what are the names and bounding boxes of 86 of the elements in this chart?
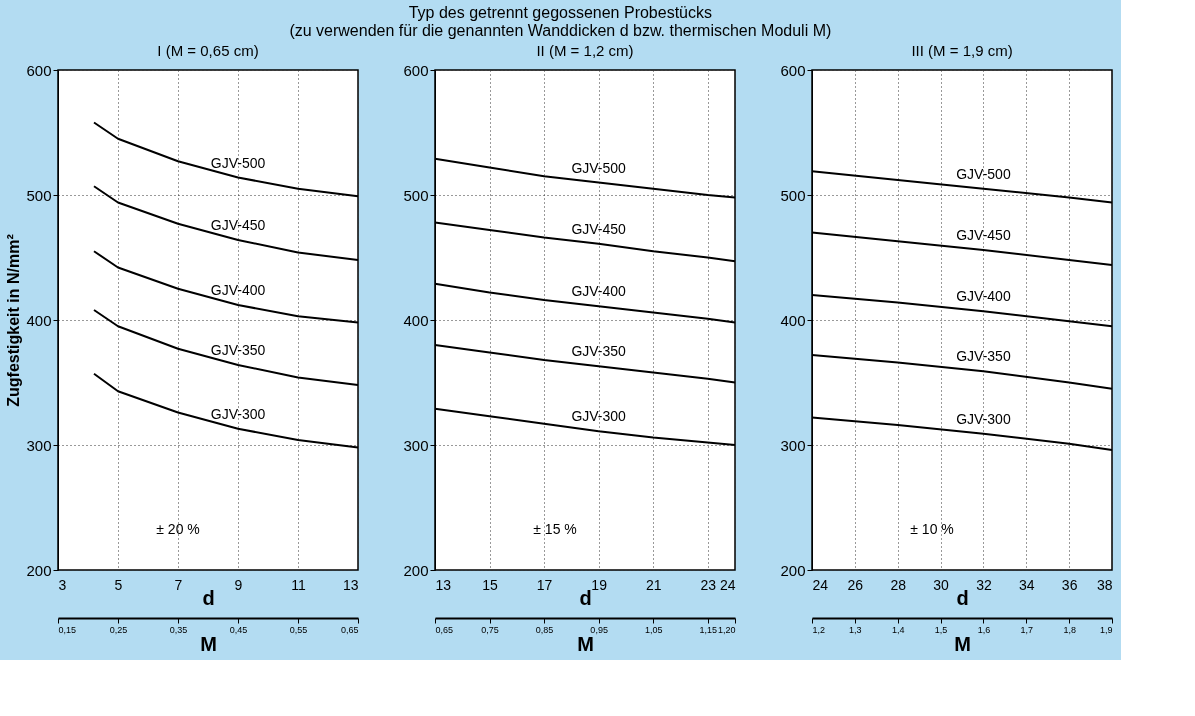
x2-axis-title: M [954, 632, 971, 655]
x2-tick-label: 0,15 [58, 624, 77, 635]
series-label: GJV-400 [210, 282, 266, 298]
x-tick-label: 30 [933, 576, 950, 593]
x2-tick-label: 0,25 [109, 624, 128, 635]
annotation: ± 10 % [910, 521, 954, 537]
x-tick-label: 38 [1096, 576, 1113, 593]
series-label: GJV-500 [210, 154, 266, 171]
chart-subtitle: III (M = 1,9 cm) [911, 42, 1013, 59]
y-tick-label: 200 [403, 561, 429, 579]
y-tick-label: 400 [403, 311, 429, 329]
series-label: GJV-500 [571, 159, 627, 176]
x-tick-label: 21 [645, 576, 662, 593]
series-label: GJV-300 [210, 405, 266, 422]
y-tick-label: 200 [26, 561, 52, 579]
annotation: ± 15 % [533, 521, 577, 537]
x2-tick-label: 1,3 [849, 624, 862, 635]
y-tick-label: 400 [780, 311, 806, 329]
x2-axis-title: M [577, 632, 594, 655]
series-label: GJV-400 [956, 288, 1011, 305]
x2-tick-label: 1,5 [934, 624, 948, 635]
y-tick-label: 300 [26, 436, 52, 454]
x2-tick-label: 0,55 [289, 624, 308, 635]
y-tick-label: 200 [780, 561, 806, 579]
x-tick-label: 7 [174, 576, 183, 593]
series-label: GJV-500 [956, 165, 1011, 182]
x2-tick-label: 0,85 [535, 624, 554, 635]
series-label: GJV-350 [956, 348, 1011, 365]
y-tick-label: 600 [403, 61, 429, 79]
x2-tick-label: 1,05 [644, 624, 663, 635]
x-axis-title: d [956, 586, 969, 609]
x2-tick-label: 0,65 [340, 624, 359, 635]
x2-tick-label: 1,2 [812, 624, 826, 635]
x2-tick-label: 0,45 [229, 624, 248, 635]
x-tick-label: 17 [536, 576, 553, 593]
y-tick-label: 500 [403, 186, 429, 204]
series-label: GJV-350 [571, 343, 627, 360]
y-tick-label: 300 [780, 436, 806, 454]
series-label: GJV-300 [571, 408, 627, 425]
x2-tick-label: 1,7 [1020, 624, 1034, 635]
x-tick-label: 26 [847, 576, 864, 593]
x-axis-title: d [202, 586, 215, 609]
series-label: GJV-450 [571, 220, 627, 237]
series-label: GJV-350 [210, 342, 266, 358]
y-tick-label: 600 [26, 61, 52, 79]
x-tick-label: 13 [342, 576, 359, 593]
x-tick-label: 13 [435, 576, 452, 593]
x-tick-label: 23 [700, 576, 717, 593]
series-label: GJV-400 [571, 283, 627, 300]
x-tick-label: 5 [114, 576, 123, 593]
x-tick-label: 32 [976, 576, 992, 593]
annotation: ± 20 % [156, 521, 200, 537]
x2-tick-label: 0,65 [435, 624, 454, 635]
x-tick-label: 9 [234, 576, 243, 593]
x-tick-label: 24 [719, 576, 736, 593]
x2-axis-title: M [200, 632, 217, 655]
x-tick-label: 3 [58, 576, 67, 593]
x-tick-label: 11 [291, 576, 306, 593]
x-tick-label: 15 [482, 576, 499, 593]
x2-tick-label: 0,35 [169, 624, 188, 635]
x-tick-label: 36 [1061, 576, 1078, 593]
y-tick-label: 500 [26, 186, 52, 204]
y-tick-label: 400 [26, 311, 52, 329]
chart-subtitle: I (M = 0,65 cm) [157, 42, 259, 59]
y-axis-title: Zugfestigkeit in N/mm² [5, 234, 23, 407]
y-tick-label: 600 [780, 61, 806, 79]
text: Typ des getrennt gegossenen Probestücks (zu verwenden für die genannten Wanddicken d bzw. thermischen Moduli M) [289, 4, 832, 40]
x2-tick-label: 0,75 [481, 624, 499, 635]
x2-tick-label: 1,20 [717, 624, 736, 635]
series-label: GJV-450 [210, 217, 266, 233]
x2-tick-label: 1,15 [699, 624, 717, 635]
x-tick-label: 34 [1019, 576, 1035, 593]
series-label: GJV-300 [956, 410, 1011, 427]
series-label: GJV-450 [956, 227, 1011, 243]
y-tick-label: 300 [403, 436, 429, 454]
x-tick-label: 24 [812, 576, 829, 593]
x-axis-title: d [579, 586, 592, 609]
x2-tick-label: 1,4 [891, 624, 905, 635]
chart-subtitle: II (M = 1,2 cm) [536, 42, 634, 59]
x-tick-label: 28 [890, 576, 907, 593]
x-tick-label: 19 [591, 576, 608, 593]
x2-tick-label: 1,9 [1099, 624, 1113, 635]
y-tick-label: 500 [780, 186, 806, 204]
x2-tick-label: 1,6 [977, 624, 991, 635]
x2-tick-label: 1,8 [1063, 624, 1076, 635]
x2-tick-label: 0,95 [590, 624, 608, 635]
